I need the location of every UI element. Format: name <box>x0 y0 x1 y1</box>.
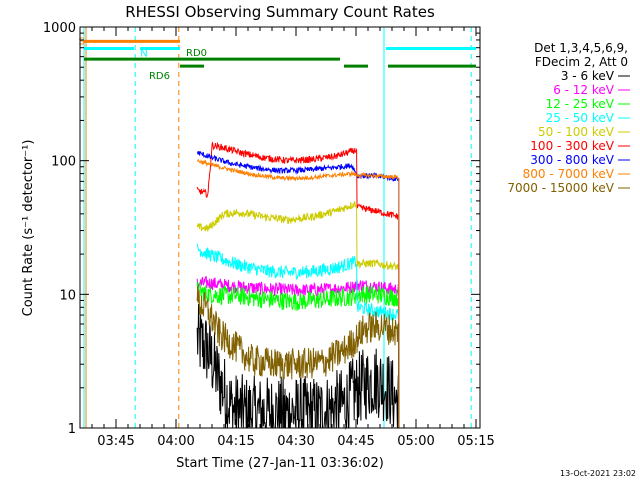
series-line-50-100-kev <box>196 201 400 428</box>
flag-label-rd0: RD0 <box>186 48 207 59</box>
x-tick-label-04-15: 04:15 <box>217 434 254 449</box>
legend-label-6-12-kev: 6 - 12 keV <box>553 83 615 97</box>
legend-label-100-300-kev: 100 - 300 keV <box>530 139 614 153</box>
x-tick-label-04-45: 04:45 <box>337 434 374 449</box>
y-tick-label-1000: 1000 <box>43 21 76 36</box>
legend-label-300-800-kev: 300 - 800 keV <box>530 153 614 167</box>
legend-label-3-6-kev: 3 - 6 keV <box>561 69 615 83</box>
series-line-6-12-kev <box>196 276 400 428</box>
series-line-300-800-kev <box>196 150 400 428</box>
flag-label-s: S <box>78 36 84 47</box>
y-axis-label: Count Rate (s⁻¹ detector⁻¹) <box>21 140 36 317</box>
data-series <box>196 141 400 430</box>
series-line-100-300-kev <box>196 141 400 428</box>
x-tick-label-04-00: 04:00 <box>157 434 194 449</box>
flag-label-rd6: RD6 <box>149 71 170 82</box>
legend-label-12-25-kev: 12 - 25 keV <box>546 97 615 111</box>
x-tick-label-03-45: 03:45 <box>97 434 134 449</box>
x-tick-label-05-00: 05:00 <box>397 434 434 449</box>
flag-bars: S N RD0 RD6 <box>78 36 476 82</box>
legend-header-line-2: FDecim 2, Att 0 <box>535 55 628 69</box>
legend-label-25-50-kev: 25 - 50 keV <box>546 111 615 125</box>
y-tick-label-100: 100 <box>51 155 76 170</box>
plot-frame <box>79 26 481 429</box>
legend-label-50-100-kev: 50 - 100 keV <box>538 125 615 139</box>
legend-header-line-1: Det 1,3,4,5,6,9, <box>534 41 628 55</box>
legend-label-800-7000-kev: 800 - 7000 keV <box>523 167 615 181</box>
y-tick-label-10: 10 <box>59 288 76 303</box>
series-line-12-25-kev <box>196 281 400 428</box>
flag-label-n: N <box>140 49 147 60</box>
legend: Det 1,3,4,5,6,9,FDecim 2, Att 03 - 6 keV… <box>507 41 630 195</box>
chart-title: RHESSI Observing Summary Count Rates <box>125 3 435 21</box>
series-line-800-7000-kev <box>196 158 400 428</box>
series-line-25-50-kev <box>196 243 400 428</box>
x-tick-label-04-30: 04:30 <box>277 434 314 449</box>
vertical-markers <box>83 27 472 428</box>
x-axis-label: Start Time (27-Jan-11 03:36:02) <box>176 456 384 471</box>
y-tick-label-1: 1 <box>68 422 76 437</box>
footer-timestamp: 13-Oct-2021 23:02 <box>560 469 636 478</box>
x-tick-label-05-15: 05:15 <box>457 434 494 449</box>
plot-axes: 03:45 04:00 04:15 04:30 04:45 05:00 05:15 1 10 10… <box>43 21 495 449</box>
legend-label-7000-15000-kev: 7000 - 15000 keV <box>507 181 614 195</box>
series-line-7000-15000-kev <box>196 286 400 428</box>
series-line-3-6-kev <box>196 303 400 430</box>
